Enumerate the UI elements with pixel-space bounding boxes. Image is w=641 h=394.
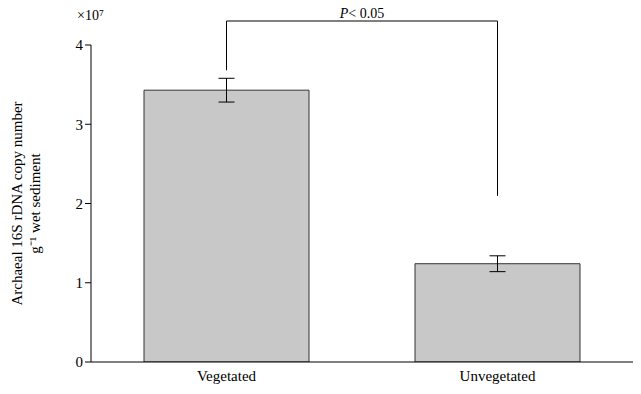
svg-text:2: 2 — [76, 196, 84, 212]
svg-text:3: 3 — [76, 117, 84, 133]
svg-text:Unvegetated: Unvegetated — [460, 368, 536, 384]
svg-text:P< 0.05: P< 0.05 — [339, 6, 384, 21]
svg-text:×10⁷: ×10⁷ — [77, 8, 104, 23]
svg-text:Vegetated: Vegetated — [197, 368, 257, 384]
svg-text:1: 1 — [76, 275, 84, 291]
svg-text:g⁻¹ wet sediment: g⁻¹ wet sediment — [27, 153, 43, 254]
svg-text:4: 4 — [76, 37, 84, 53]
svg-text:Archaeal 16S rDNA copy number: Archaeal 16S rDNA copy number — [9, 101, 25, 305]
svg-text:0: 0 — [76, 354, 84, 370]
